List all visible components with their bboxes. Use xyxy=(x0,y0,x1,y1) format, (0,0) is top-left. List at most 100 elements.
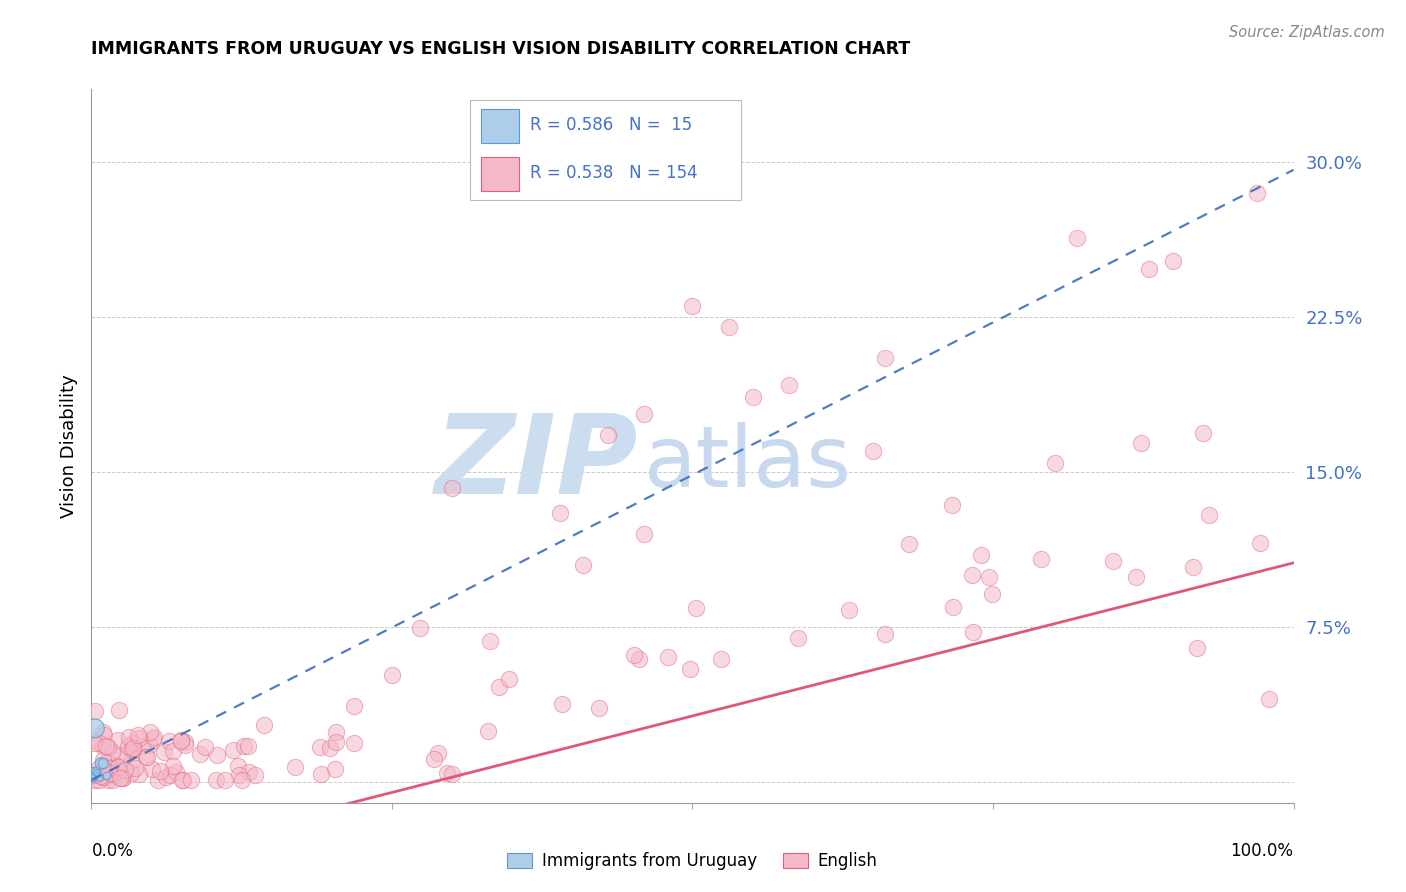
Point xyxy=(83,732,105,747)
Point xyxy=(128,731,150,745)
Point xyxy=(572,558,595,572)
Point xyxy=(139,724,162,739)
Point xyxy=(162,759,184,773)
Point xyxy=(323,762,346,776)
Point xyxy=(1192,425,1215,440)
Point xyxy=(1181,560,1204,574)
Point xyxy=(1125,569,1147,583)
Point xyxy=(122,740,145,755)
Point xyxy=(284,760,307,774)
Point xyxy=(236,739,259,753)
Point xyxy=(84,764,107,779)
Point xyxy=(80,764,103,779)
Point xyxy=(108,772,131,786)
Point xyxy=(89,772,111,787)
Point xyxy=(942,599,965,614)
Point xyxy=(172,772,194,787)
Text: 0.0%: 0.0% xyxy=(91,842,134,860)
Point xyxy=(153,745,176,759)
Point xyxy=(309,767,332,781)
Point xyxy=(107,760,129,774)
Point xyxy=(82,767,104,781)
Text: R = 0.538   N = 154: R = 0.538 N = 154 xyxy=(530,164,697,182)
Point xyxy=(1246,186,1268,200)
Point xyxy=(101,772,124,787)
FancyBboxPatch shape xyxy=(481,109,519,143)
Point xyxy=(1249,535,1271,549)
Point xyxy=(84,767,107,781)
Point xyxy=(107,732,129,747)
Point xyxy=(169,734,191,748)
Point xyxy=(111,771,134,785)
Point xyxy=(86,767,108,781)
Point xyxy=(128,767,150,781)
Point xyxy=(121,742,143,756)
Point xyxy=(194,739,217,754)
Point xyxy=(710,652,733,666)
Point xyxy=(93,770,115,784)
Point xyxy=(96,769,118,783)
Point xyxy=(981,587,1004,601)
Point xyxy=(381,668,404,682)
Point xyxy=(93,756,115,771)
Point xyxy=(87,769,110,783)
Point xyxy=(98,766,121,780)
Point xyxy=(226,758,249,772)
Point xyxy=(436,765,458,780)
Point xyxy=(478,634,501,648)
Point xyxy=(180,772,202,787)
Point xyxy=(84,768,107,782)
Point xyxy=(131,739,153,753)
Point xyxy=(97,772,120,787)
Point xyxy=(114,748,136,763)
Y-axis label: Vision Disability: Vision Disability xyxy=(59,374,77,518)
Text: ZIP: ZIP xyxy=(434,410,638,517)
Point xyxy=(149,764,172,779)
Point xyxy=(343,699,366,714)
Point xyxy=(1258,692,1281,706)
Point xyxy=(107,703,129,717)
Point xyxy=(157,733,180,747)
Point xyxy=(862,444,884,458)
Point xyxy=(90,769,112,783)
Point xyxy=(440,766,463,780)
Point xyxy=(124,762,146,776)
Point xyxy=(253,718,276,732)
Point xyxy=(875,626,897,640)
Point xyxy=(1198,508,1220,523)
Point xyxy=(141,762,163,776)
Point xyxy=(111,747,134,762)
Point xyxy=(786,631,808,645)
Point xyxy=(427,746,450,760)
Point xyxy=(136,750,159,764)
Point xyxy=(1045,456,1067,470)
Point xyxy=(155,770,177,784)
Point xyxy=(1130,435,1153,450)
Point xyxy=(941,499,963,513)
Point xyxy=(319,741,342,756)
Point xyxy=(104,764,127,778)
Point xyxy=(681,299,703,313)
Point xyxy=(717,320,740,334)
Point xyxy=(83,704,105,718)
Point xyxy=(231,772,253,787)
Point xyxy=(343,736,366,750)
Point xyxy=(873,351,896,365)
Point xyxy=(117,739,139,753)
Point xyxy=(778,378,800,392)
Point xyxy=(165,765,187,780)
Point xyxy=(84,769,107,783)
Point xyxy=(228,767,250,781)
Point xyxy=(93,728,115,742)
Point xyxy=(83,769,105,783)
Point xyxy=(93,763,115,777)
Point xyxy=(89,771,111,785)
Point xyxy=(172,772,194,787)
Point xyxy=(243,768,266,782)
Point xyxy=(104,758,127,772)
Point xyxy=(138,738,160,752)
Point xyxy=(91,753,114,767)
Point xyxy=(325,735,347,749)
Point xyxy=(488,680,510,694)
Point xyxy=(962,625,984,640)
